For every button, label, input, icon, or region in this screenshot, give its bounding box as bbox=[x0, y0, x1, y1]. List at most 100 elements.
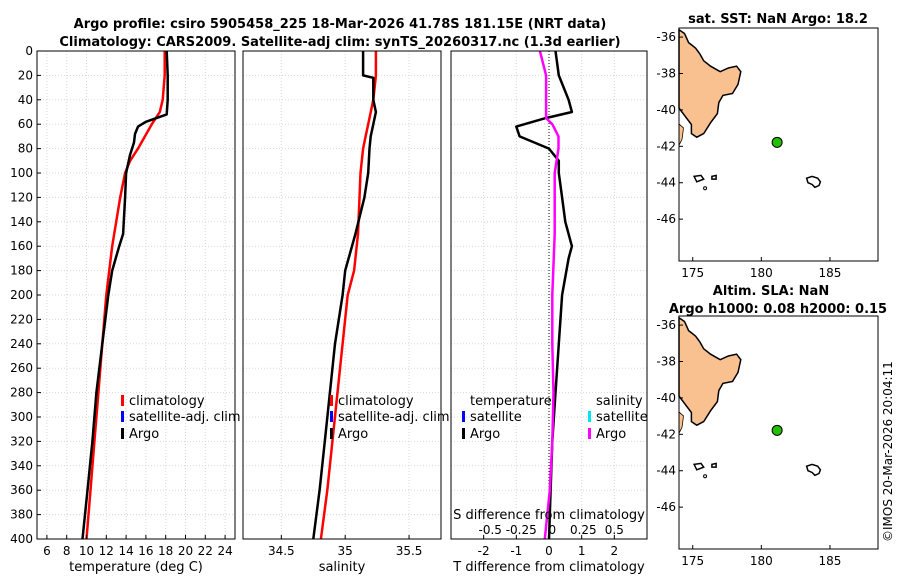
legend-title-temperature: temperature bbox=[470, 394, 552, 409]
sla-map-panel: Altim. SLA: NaN Argo h1000: 0.08 h2000: … bbox=[656, 284, 887, 568]
legend-label-climatology: climatology bbox=[338, 394, 414, 409]
map-y-tick-label: -36 bbox=[656, 318, 676, 332]
y-tick-label: 260 bbox=[10, 361, 33, 375]
y-tick-label: 180 bbox=[10, 264, 33, 278]
map-y-tick-label: -38 bbox=[656, 355, 676, 369]
x-tick-label: 35.5 bbox=[396, 544, 423, 558]
x-tick-label: 10 bbox=[79, 544, 94, 558]
south-island bbox=[679, 124, 684, 145]
credit-timestamp: ©IMOS 20-Mar-2026 20:04:11 bbox=[881, 361, 895, 542]
map-y-tick-label: -44 bbox=[656, 176, 676, 190]
y-tick-label: 300 bbox=[10, 410, 33, 424]
legend-title-salinity: salinity bbox=[596, 394, 643, 409]
difference-xlabel: T difference from climatology bbox=[452, 560, 645, 575]
y-tick-label: 200 bbox=[10, 288, 33, 302]
islet-small bbox=[703, 186, 708, 191]
series-line-argo bbox=[312, 51, 378, 540]
salinity-legend: climatology satellite-adj. clim Argo bbox=[330, 394, 450, 442]
legend-label-argo: Argo bbox=[338, 427, 368, 442]
legend-swatch-argo bbox=[330, 428, 333, 439]
sla-map-subtitle: Argo h1000: 0.08 h2000: 0.15 bbox=[669, 302, 887, 317]
map-y-tick-label: -46 bbox=[656, 500, 676, 514]
legend-label-satellite: satellite-adj. clim bbox=[338, 410, 450, 425]
difference-x2-ticks: -0.5 -0.25 0 0.25 0.5 bbox=[478, 523, 623, 537]
difference-legend-salinity: salinity satellite Argo bbox=[588, 394, 648, 442]
legend-label-s-satellite: satellite bbox=[596, 410, 648, 425]
map-x-tick-label: 180 bbox=[750, 554, 773, 568]
map-x-tick-label: 185 bbox=[819, 266, 842, 280]
sst-map-ticks: 175 180 185 -36 -38 -40 -42 -44 -46 bbox=[656, 30, 841, 280]
legend-swatch-s-satellite bbox=[588, 411, 591, 422]
sla-map-content bbox=[678, 316, 822, 479]
sst-map-content bbox=[678, 28, 822, 191]
sst-map-box bbox=[678, 27, 879, 262]
legend-swatch-t-argo bbox=[462, 428, 465, 439]
map-x-tick-label: 175 bbox=[681, 266, 704, 280]
map-y-tick-label: -42 bbox=[656, 139, 676, 153]
y-tick-label: 120 bbox=[10, 190, 33, 204]
legend-label-t-argo: Argo bbox=[470, 427, 500, 442]
temperature-y-ticks: 0 20 40 60 80 100 120 140 160 180 200 220 240 260 280 3… bbox=[10, 44, 41, 546]
chatham-islands bbox=[805, 175, 822, 189]
y-tick-label: 40 bbox=[18, 93, 33, 107]
y-tick-label: 360 bbox=[10, 483, 33, 497]
y-tick-label: 380 bbox=[10, 508, 33, 522]
difference-x-ticks: -2 -1 0 1 2 bbox=[478, 535, 618, 558]
x-tick-label: 20 bbox=[178, 544, 193, 558]
map-x-tick-label: 185 bbox=[819, 554, 842, 568]
temperature-lines bbox=[81, 50, 169, 540]
x-tick-label: 24 bbox=[217, 544, 232, 558]
figure-title-line2: Climatology: CARS2009. Satellite-adj cli… bbox=[59, 35, 620, 50]
islet-west bbox=[692, 462, 705, 471]
argo-position-marker bbox=[771, 136, 783, 148]
legend-label-t-satellite: satellite bbox=[470, 410, 522, 425]
legend-label-s-argo: Argo bbox=[596, 427, 626, 442]
y-tick-label: 0 bbox=[25, 44, 33, 58]
x-tick-label: 18 bbox=[158, 544, 173, 558]
islet-west bbox=[692, 174, 705, 183]
x2-tick-label: -0.5 bbox=[478, 523, 501, 537]
x-tick-label: 0 bbox=[545, 544, 553, 558]
legend-swatch-satellite bbox=[121, 411, 124, 422]
y-tick-label: 60 bbox=[18, 117, 33, 131]
map-y-tick-label: -38 bbox=[656, 67, 676, 81]
map-y-tick-label: -44 bbox=[656, 464, 676, 478]
sla-map-title: Altim. SLA: NaN bbox=[713, 284, 829, 299]
legend-swatch-satellite bbox=[330, 411, 333, 422]
y-tick-label: 240 bbox=[10, 337, 33, 351]
x-tick-label: 8 bbox=[63, 544, 71, 558]
difference-panel: -2 -1 0 1 2 -0.5 -0.25 0 0.25 0.5 S difference f… bbox=[450, 50, 648, 575]
sla-map-ticks: 175 180 185 -36 -38 -40 -42 -44 -46 bbox=[656, 318, 841, 568]
legend-swatch-s-argo bbox=[588, 428, 591, 439]
legend-swatch-t-satellite bbox=[462, 411, 465, 422]
x-tick-label: 12 bbox=[99, 544, 114, 558]
map-y-tick-label: -40 bbox=[656, 103, 676, 117]
map-x-tick-label: 180 bbox=[750, 266, 773, 280]
sst-map-title: sat. SST: NaN Argo: 18.2 bbox=[688, 12, 868, 27]
salinity-xlabel: salinity bbox=[319, 560, 366, 575]
x2-tick-label: 0 bbox=[548, 523, 556, 537]
islet-small bbox=[703, 474, 708, 479]
y-tick-label: 80 bbox=[18, 142, 33, 156]
temperature-xlabel: temperature (deg C) bbox=[69, 560, 203, 575]
legend-swatch-climatology bbox=[121, 395, 124, 406]
series-line-s-argo bbox=[538, 50, 560, 540]
legend-label-argo: Argo bbox=[129, 427, 159, 442]
y-tick-label: 140 bbox=[10, 215, 33, 229]
series-line-climatology bbox=[319, 51, 378, 540]
difference-legend-temperature: temperature satellite Argo bbox=[462, 394, 552, 442]
y-tick-label: 100 bbox=[10, 166, 33, 180]
legend-label-climatology: climatology bbox=[129, 394, 205, 409]
salinity-lines bbox=[312, 51, 378, 540]
x-tick-label: 2 bbox=[611, 544, 619, 558]
north-island bbox=[678, 316, 742, 427]
map-y-tick-label: -42 bbox=[656, 427, 676, 441]
salinity-x-ticks: 34.5 35 35.5 bbox=[268, 535, 422, 558]
x-tick-label: 22 bbox=[198, 544, 213, 558]
sla-map-box bbox=[678, 315, 879, 550]
salinity-axes-box bbox=[242, 50, 442, 540]
islet-mid bbox=[711, 462, 717, 468]
map-y-tick-label: -46 bbox=[656, 212, 676, 226]
x2-tick-label: 0.25 bbox=[570, 523, 597, 537]
series-line-t-argo bbox=[515, 50, 574, 540]
